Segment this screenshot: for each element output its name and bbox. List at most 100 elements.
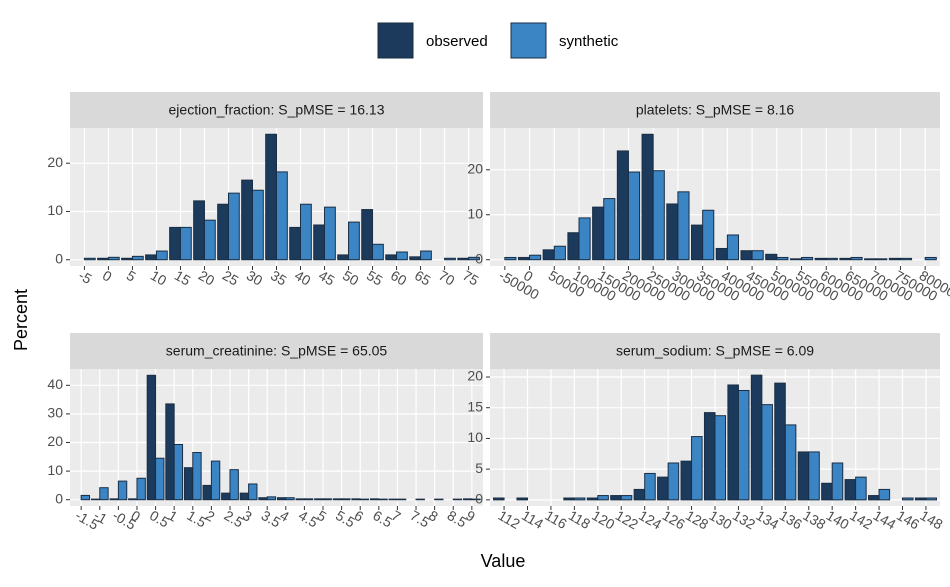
y-tick-label: 20 bbox=[47, 433, 63, 449]
bar bbox=[385, 254, 398, 261]
bar bbox=[276, 171, 288, 261]
bar bbox=[504, 256, 517, 261]
bar bbox=[680, 460, 693, 501]
panel-background bbox=[490, 128, 940, 266]
bar bbox=[727, 384, 739, 501]
y-tick-label: 0 bbox=[55, 250, 63, 266]
bar bbox=[633, 488, 646, 501]
bar bbox=[839, 257, 852, 261]
bar bbox=[313, 224, 326, 261]
bar bbox=[703, 412, 716, 501]
bar bbox=[774, 382, 786, 501]
bar bbox=[203, 219, 216, 261]
bar bbox=[567, 232, 580, 261]
bar bbox=[666, 203, 679, 261]
bar bbox=[145, 254, 157, 261]
bar bbox=[314, 498, 324, 501]
bar bbox=[808, 451, 820, 501]
bar bbox=[396, 498, 407, 501]
bar bbox=[361, 209, 374, 261]
bar bbox=[348, 221, 360, 261]
bar bbox=[627, 171, 641, 261]
y-tick-label: 20 bbox=[47, 154, 63, 170]
bar bbox=[295, 498, 305, 501]
panel-title: serum_sodium: S_pMSE = 6.09 bbox=[616, 343, 814, 359]
y-tick-label: 20 bbox=[467, 368, 483, 384]
bar bbox=[740, 250, 753, 261]
bar bbox=[248, 483, 258, 501]
bar bbox=[899, 257, 913, 261]
bar bbox=[616, 150, 629, 261]
bar bbox=[276, 497, 287, 501]
x-tick-label: 25 bbox=[220, 267, 242, 289]
bar bbox=[229, 469, 239, 501]
bar bbox=[868, 495, 880, 501]
x-tick-label: 50 bbox=[340, 267, 362, 289]
bar bbox=[620, 495, 633, 501]
bar bbox=[657, 476, 669, 501]
bar bbox=[241, 179, 253, 261]
bar bbox=[592, 206, 605, 261]
bar bbox=[855, 476, 867, 501]
x-tick-label: 10 bbox=[148, 267, 170, 289]
bar bbox=[155, 457, 165, 501]
y-tick-label: 0 bbox=[475, 491, 483, 507]
bar bbox=[169, 226, 181, 261]
panel-title: platelets: S_pMSE = 8.16 bbox=[636, 102, 795, 118]
y-tick-label: 10 bbox=[467, 429, 483, 445]
bar bbox=[378, 498, 388, 501]
bar bbox=[372, 243, 384, 261]
bar bbox=[341, 498, 351, 501]
bar bbox=[128, 498, 138, 501]
bar bbox=[493, 497, 505, 501]
bar bbox=[714, 415, 727, 501]
panel-background bbox=[70, 369, 483, 506]
bar bbox=[914, 497, 927, 501]
y-tick-label: 10 bbox=[467, 205, 483, 221]
bar bbox=[702, 209, 715, 261]
y-tick-label: 10 bbox=[47, 462, 63, 478]
bar bbox=[821, 482, 833, 501]
strip bbox=[490, 333, 940, 369]
bar bbox=[131, 255, 144, 261]
bar bbox=[814, 257, 827, 261]
bar bbox=[179, 226, 192, 261]
bar bbox=[83, 257, 96, 261]
bar bbox=[221, 492, 231, 501]
bar bbox=[324, 206, 336, 261]
y-tick-label: 5 bbox=[475, 460, 483, 476]
bar bbox=[542, 249, 555, 261]
bar bbox=[80, 494, 91, 501]
bar bbox=[586, 497, 599, 501]
bar bbox=[183, 467, 194, 501]
bar bbox=[529, 254, 542, 261]
bar bbox=[517, 256, 531, 261]
bar bbox=[726, 234, 739, 261]
bar bbox=[715, 247, 728, 261]
legend-label: synthetic bbox=[559, 33, 619, 50]
bar bbox=[878, 488, 891, 501]
bar bbox=[210, 460, 221, 501]
bar bbox=[888, 257, 901, 261]
bar bbox=[797, 451, 810, 501]
bar bbox=[925, 497, 937, 501]
bar bbox=[97, 257, 109, 261]
y-tick-label: 15 bbox=[467, 398, 483, 414]
bar bbox=[864, 258, 877, 261]
bar bbox=[258, 497, 268, 501]
bar bbox=[289, 226, 302, 261]
bar bbox=[597, 495, 609, 501]
x-axis-label: Value bbox=[481, 551, 526, 571]
bar bbox=[136, 477, 146, 501]
x-tick-label: 35 bbox=[268, 267, 290, 289]
y-tick-label: 40 bbox=[47, 376, 63, 392]
legend-label: observed bbox=[426, 33, 488, 50]
x-tick-label: 148 bbox=[917, 507, 945, 533]
bar bbox=[444, 257, 456, 261]
bar bbox=[266, 496, 277, 501]
bar bbox=[90, 498, 101, 501]
bar bbox=[641, 133, 654, 261]
bar bbox=[462, 498, 473, 501]
